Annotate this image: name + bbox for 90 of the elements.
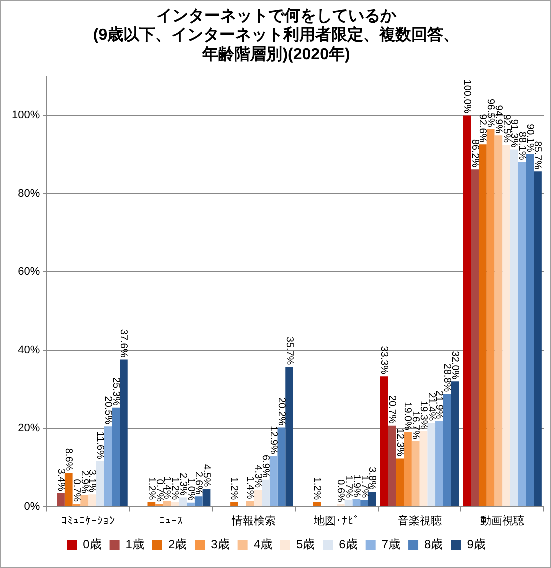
data-label: 0.6% bbox=[335, 480, 346, 503]
bar bbox=[534, 172, 542, 506]
x-tick-label: 情報検索 bbox=[231, 514, 276, 528]
bar bbox=[436, 421, 444, 506]
data-label: 1.2% bbox=[228, 477, 240, 500]
data-label: 37.6% bbox=[118, 329, 130, 358]
bar bbox=[510, 150, 518, 506]
legend-label: 0歳 bbox=[83, 537, 102, 552]
y-tick-label: 80% bbox=[18, 188, 40, 200]
data-label: 1.2% bbox=[312, 477, 323, 500]
bar bbox=[120, 360, 128, 506]
legend-label: 6歳 bbox=[339, 537, 358, 552]
bar bbox=[502, 145, 510, 506]
data-label: 1.4% bbox=[244, 476, 256, 500]
bar bbox=[412, 441, 420, 506]
bar bbox=[344, 500, 353, 506]
bar bbox=[96, 461, 104, 506]
bar bbox=[388, 426, 396, 506]
x-tick-label: 地図･ﾅﾋﾞ bbox=[312, 514, 360, 528]
bar bbox=[404, 432, 412, 506]
data-label: 20.7% bbox=[386, 395, 398, 424]
y-tick-label: 20% bbox=[18, 422, 40, 435]
x-tick-label: ﾆｭｰｽ bbox=[159, 515, 184, 528]
bar bbox=[179, 498, 188, 506]
y-tick-label: 0% bbox=[24, 500, 40, 513]
bar bbox=[104, 426, 112, 506]
data-label: 100.0% bbox=[461, 80, 472, 114]
bar bbox=[396, 458, 404, 506]
data-label: 86.2% bbox=[469, 139, 480, 168]
legend-label: 9歳 bbox=[467, 537, 486, 552]
chart-title: インターネットで何をしているか(9歳以下、インターネット利用者限定、複数回答、年齢階層別)(2020年) bbox=[93, 7, 460, 64]
x-tick-label: 音楽視聴 bbox=[398, 514, 442, 528]
bar bbox=[80, 495, 89, 506]
data-label: 12.3% bbox=[394, 428, 406, 457]
bar bbox=[428, 423, 436, 506]
bar bbox=[478, 144, 487, 506]
legend-label: 3歳 bbox=[211, 537, 230, 552]
legend-label: 4歳 bbox=[254, 537, 273, 552]
y-tick-label: 60% bbox=[18, 266, 40, 278]
legend-label: 7歳 bbox=[382, 537, 401, 552]
legend-label: 2歳 bbox=[168, 537, 188, 552]
bar bbox=[64, 473, 73, 506]
bar bbox=[313, 502, 322, 506]
x-tick-label: 動画視聴 bbox=[480, 514, 525, 528]
bar bbox=[286, 367, 294, 506]
legend-label: 1歳 bbox=[126, 537, 144, 552]
bar bbox=[148, 502, 156, 506]
bar bbox=[202, 489, 211, 506]
bar bbox=[187, 502, 195, 506]
bar bbox=[230, 502, 238, 506]
data-label: 20.2% bbox=[276, 397, 287, 426]
bar bbox=[246, 501, 254, 506]
bar bbox=[57, 494, 65, 506]
bar bbox=[278, 428, 286, 506]
bar bbox=[486, 129, 495, 506]
bar bbox=[420, 431, 428, 506]
bar bbox=[443, 394, 452, 506]
bar bbox=[368, 492, 376, 506]
data-label: 12.9% bbox=[268, 426, 280, 454]
data-label: 33.3% bbox=[378, 346, 390, 375]
legend-label: 8歳 bbox=[424, 537, 444, 552]
data-label: 28.8% bbox=[442, 364, 453, 392]
legend-label: 5歳 bbox=[296, 537, 316, 552]
bar bbox=[352, 499, 361, 506]
data-label: 20.5% bbox=[102, 396, 114, 425]
bar bbox=[88, 494, 96, 506]
bar bbox=[451, 382, 460, 506]
bar bbox=[194, 496, 203, 506]
bar bbox=[163, 501, 172, 506]
bar bbox=[518, 162, 526, 506]
bar bbox=[112, 408, 120, 506]
x-tick-label: ｺﾐｭﾆｹｰｼｮﾝ bbox=[62, 515, 116, 528]
bar bbox=[360, 500, 368, 506]
bar bbox=[526, 154, 534, 506]
data-label: 0.7% bbox=[70, 479, 82, 502]
data-label: 11.6% bbox=[94, 432, 106, 460]
y-tick-label: 100% bbox=[12, 110, 40, 122]
y-tick-label: 40% bbox=[18, 344, 40, 356]
bar bbox=[463, 116, 472, 506]
bar bbox=[471, 170, 479, 506]
bar bbox=[494, 136, 503, 506]
bar bbox=[262, 480, 270, 506]
data-label: 19.0% bbox=[402, 402, 414, 431]
bar bbox=[270, 456, 278, 506]
data-label: 3.4% bbox=[55, 468, 66, 492]
bar bbox=[171, 502, 180, 506]
data-label: 1.2% bbox=[146, 477, 157, 500]
bar bbox=[254, 490, 262, 506]
data-label: 35.7% bbox=[284, 336, 295, 366]
bar bbox=[380, 376, 388, 506]
